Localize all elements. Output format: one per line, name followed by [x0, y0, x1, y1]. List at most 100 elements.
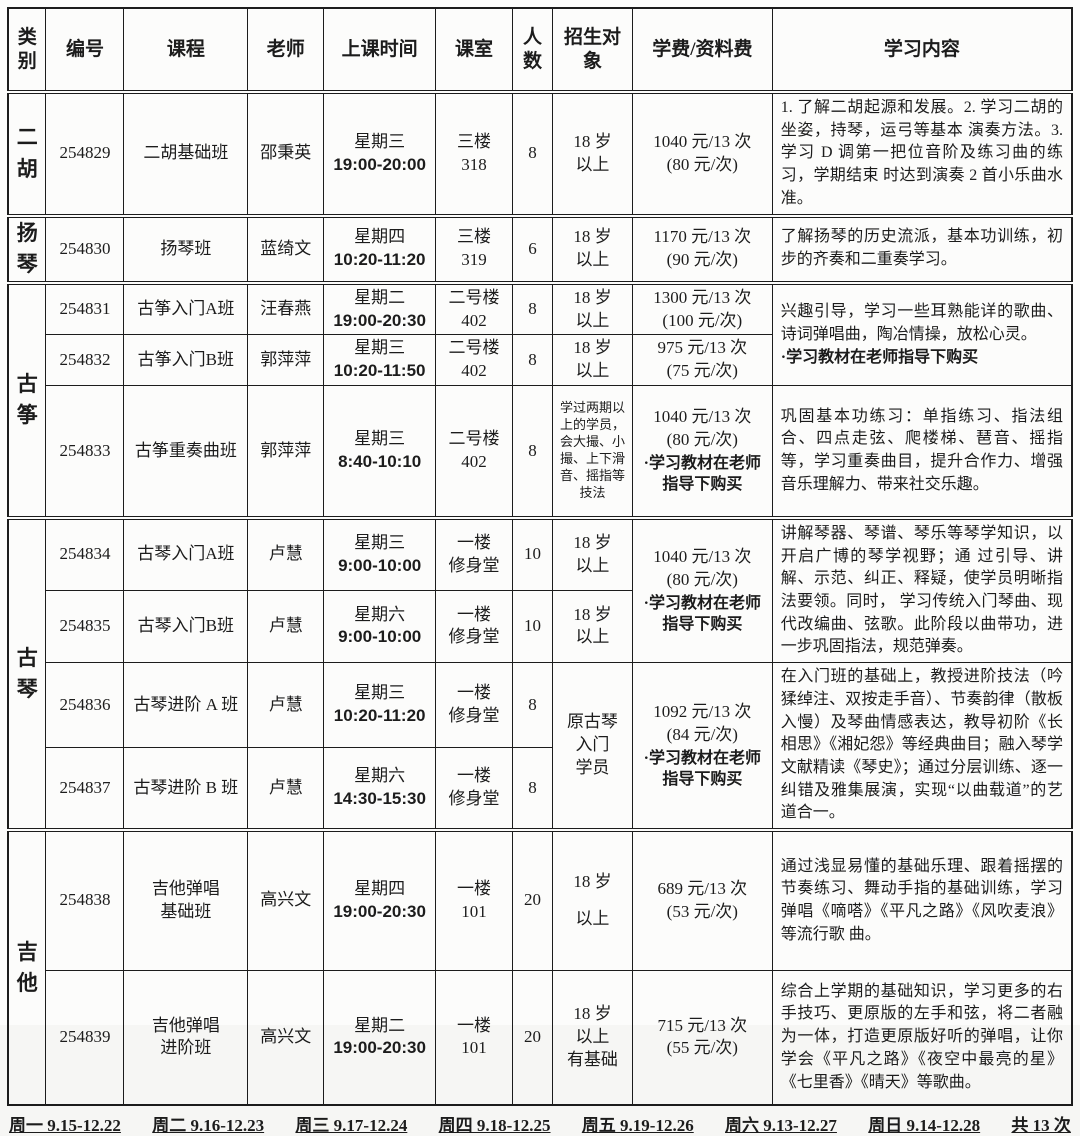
cell-text: 星期三 — [354, 429, 406, 449]
class-size: 8 — [512, 385, 553, 519]
cell-text: 以上 — [575, 627, 610, 647]
cell-text: 卢慧 — [268, 615, 303, 635]
cell-text: 基础班 — [160, 901, 212, 921]
cell-text: 10:20-11:20 — [333, 250, 426, 270]
course-name: 二胡基础班 — [123, 90, 249, 217]
cell-text: 254833 — [59, 440, 111, 460]
cell-text: 蓝绮文 — [260, 238, 312, 258]
cell-text: 兴趣引导，学习一些耳熟能详的歌曲、诗词弹唱曲，陶冶情操，放松心灵。 — [780, 302, 1063, 343]
teacher: 卢慧 — [247, 515, 325, 591]
cell-text: 修身堂 — [448, 706, 500, 726]
course-id: 254834 — [45, 515, 125, 591]
category-guitar: 吉他 — [7, 828, 47, 1106]
cell-text: 二号楼 — [448, 287, 500, 307]
table-row: 古筝 254831 古筝入门A班 汪春燕 星期二 19:00-20:30 二号楼 402 8 18… — [7, 280, 1073, 519]
cell-text: 8:40-10:10 — [338, 452, 422, 472]
footer-date-range: 周三 9.17-12.24 — [295, 1116, 408, 1136]
teacher: 卢慧 — [247, 747, 325, 831]
cell-text: 二号楼 — [448, 429, 500, 449]
cell-text: 319 — [461, 250, 487, 270]
course-id: 254829 — [45, 90, 125, 217]
table-row: 扬琴 254830 扬琴班 蓝绮文 星期四 10:20-11:20 三楼 319 6 18 岁以上… — [7, 213, 1073, 284]
footer-date-range: 周一 9.15-12.22 — [9, 1116, 121, 1136]
cell-text: 18 岁 — [573, 287, 612, 307]
cell-text: 254837 — [59, 777, 111, 797]
cell-text: 6 — [528, 238, 537, 258]
cell-text: 有基础 — [566, 1049, 618, 1069]
header-class-time: 上课时间 — [323, 7, 437, 93]
cell-text: 10:20-11:20 — [333, 706, 426, 726]
course-id: 254832 — [45, 334, 125, 387]
course-name: 古琴入门A班 — [123, 515, 249, 591]
cell-text: 星期二 — [354, 287, 406, 307]
cell-text: 19:00-20:30 — [333, 901, 426, 921]
fee: 715 元/13 次 (55 元/次) — [631, 969, 773, 1106]
content: 通过浅显易懂的基础乐理、跟着摇摆的节奏练习、舞动手指的基础训练，学习弹唱《嘀嗒》… — [771, 828, 1073, 971]
cell-text: 975 元/13 次 — [657, 338, 748, 358]
cell-text: 古筝入门A班 — [137, 299, 235, 319]
cell-text: 进阶班 — [160, 1038, 212, 1058]
cell-text: 402 — [461, 310, 487, 330]
category-erhu: 二胡 — [7, 90, 47, 217]
cell-text: 郭萍萍 — [260, 440, 312, 460]
audience: 18 岁以上 — [551, 90, 633, 217]
cell-text: 通过浅显易懂的基础乐理、跟着摇摆的节奏练习、舞动手指的基础训练，学习弹唱《嘀嗒》… — [780, 857, 1063, 943]
content: 了解扬琴的历史流派，基本功训练，初步的齐奏和二重奏学习。 — [771, 213, 1073, 284]
cell-text: (53 元/次) — [666, 901, 738, 921]
cell-text: 在入门班的基础上，教授进阶技法（吟猱绰注、双按走手音）、节奏韵律（散板入慢）及琴… — [780, 668, 1063, 822]
cell-text: 一楼 — [457, 683, 492, 703]
cell-text: 8 — [528, 299, 537, 319]
audience: 18 岁以上 — [551, 213, 633, 284]
cell-text: 吉他弹唱 — [151, 879, 220, 898]
cell-text: 20 — [524, 890, 541, 910]
course-id: 254833 — [45, 385, 125, 519]
cell-text: 一楼 — [457, 879, 492, 898]
cell-text: (100 元/次) — [662, 310, 743, 330]
cell-text: 402 — [461, 361, 487, 381]
cell-text: 9:00-10:00 — [338, 555, 422, 575]
cell-text: 10:20-11:50 — [333, 361, 426, 381]
cell-text: 1. 了解二胡起源和发展。2. 学习二胡的坐姿，持琴，运弓等基本 演奏方法。3.… — [780, 99, 1063, 207]
course-id: 254835 — [45, 589, 125, 664]
cell-text: 星期四 — [354, 879, 406, 898]
footer-date-range: 周四 9.18-12.25 — [438, 1116, 551, 1136]
cell-text: 古琴进阶 A 班 — [133, 694, 239, 714]
cell-text: 9:00-10:00 — [338, 627, 422, 647]
cell-text: 古琴入门A班 — [137, 544, 235, 564]
cell-text: (55 元/次) — [666, 1038, 738, 1058]
class-time: 星期四 19:00-20:30 — [323, 828, 437, 971]
course-id: 254837 — [45, 747, 125, 831]
content: 兴趣引导，学习一些耳熟能详的歌曲、诗词弹唱曲，陶冶情操，放松心灵。 ·学习教材在老… — [771, 280, 1073, 387]
teacher: 卢慧 — [247, 589, 325, 664]
cell-text: 254830 — [59, 238, 111, 258]
teacher: 汪春燕 — [247, 280, 325, 336]
content: 在入门班的基础上，教授进阶技法（吟猱绰注、双按走手音）、节奏韵律（散板入慢）及琴… — [771, 662, 1073, 831]
cell-text: 星期三 — [354, 338, 406, 358]
semester-week-dates: 周一 9.15-12.22 周二 9.16-12.23 周三 9.17-12.24 周… — [7, 1106, 1073, 1136]
course-id: 254839 — [45, 969, 125, 1106]
cell-text: (80 元/次) — [666, 430, 738, 450]
category-guzheng: 古筝 — [7, 280, 47, 519]
class-time: 星期三 10:20-11:50 — [323, 334, 437, 387]
classroom: 二号楼 402 — [435, 280, 514, 336]
classroom: 一楼 101 — [435, 828, 514, 971]
cell-text: 卢慧 — [268, 544, 303, 564]
header-class-size: 人数 — [512, 7, 553, 93]
footer-date-range: 周二 9.16-12.23 — [152, 1116, 265, 1136]
table-row: 古琴 254834 古琴入门A班 卢慧 星期三 9:00-10:00 一楼 修身堂 10 18 岁… — [7, 515, 1073, 831]
cell-text: 巩固基本功练习：单指练习、指法组合、四点走弦、爬楼梯、琶音、摇指等，学习重奏曲目… — [780, 407, 1063, 493]
course-name: 吉他弹唱 进阶班 — [123, 969, 249, 1106]
cell-text: 一楼 — [457, 1015, 492, 1035]
class-time: 星期三 8:40-10:10 — [323, 385, 437, 519]
cell-text: 1092 元/13 次 — [653, 701, 752, 721]
cell-text: 了解扬琴的历史流派，基本功训练，初步的齐奏和二重奏学习。 — [780, 228, 1063, 269]
cell-text: 18 岁 — [573, 1004, 612, 1024]
cell-text: ·学习教材在老师指导下购买 — [643, 455, 761, 494]
cell-text: 254832 — [59, 349, 111, 369]
category-yangqin: 扬琴 — [7, 213, 47, 284]
teacher: 郭萍萍 — [247, 334, 325, 387]
table-row: 254832 古筝入门B班 郭萍萍 星期三 10:20-11:50 二号楼 402 8 18 岁… — [8, 334, 1072, 387]
cell-text: 综合上学期的基础知识，学习更多的右手技巧、更原版的左手和弦，将二者融为一体，打造… — [780, 982, 1063, 1091]
cell-text: 以上 — [575, 154, 610, 174]
cell-text: 一楼 — [457, 604, 492, 624]
